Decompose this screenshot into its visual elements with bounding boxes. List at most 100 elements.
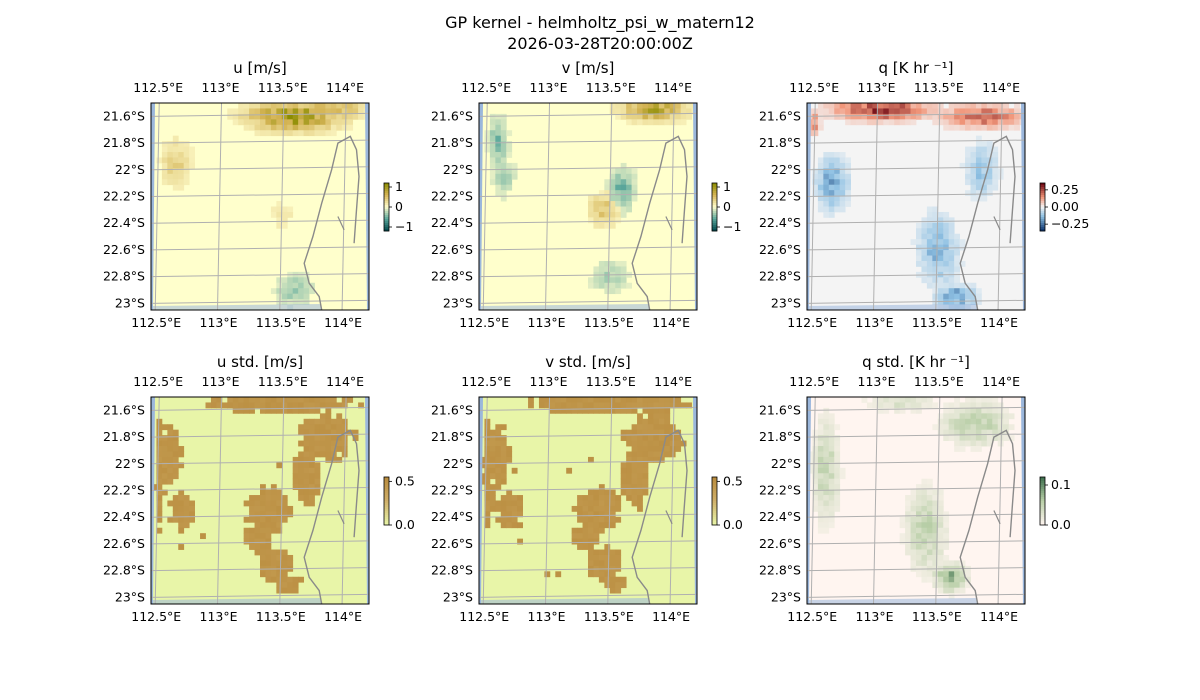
heatmap-cell	[975, 418, 982, 425]
heatmap-cell	[582, 495, 589, 501]
y-tick-label: 21.6°S	[103, 108, 145, 123]
heatmap-cell	[823, 179, 830, 186]
heatmap-cell	[489, 484, 496, 491]
heatmap-cell	[517, 538, 523, 545]
heatmap-cell	[249, 407, 255, 414]
heatmap-cell	[943, 239, 950, 246]
heatmap-cell	[975, 157, 982, 164]
heatmap-cell	[325, 124, 332, 131]
colorbar-segment	[1040, 479, 1045, 482]
heatmap-cell	[959, 560, 966, 567]
heatmap-cell	[1003, 407, 1010, 414]
colorbar-segment	[384, 225, 389, 228]
heatmap-cell	[959, 424, 966, 431]
heatmap-cell	[937, 103, 944, 109]
heatmap-cell	[298, 440, 304, 447]
heatmap-cell	[866, 108, 873, 115]
heatmap-cell	[669, 119, 676, 126]
heatmap-cell	[834, 440, 841, 447]
heatmap-cell	[588, 549, 594, 556]
heatmap-cell	[156, 478, 163, 485]
heatmap-cell	[916, 516, 922, 523]
heatmap-cell	[986, 184, 993, 191]
heatmap-cell	[1008, 435, 1015, 441]
heatmap-cell	[932, 244, 939, 251]
heatmap-cell	[937, 119, 944, 126]
heatmap-cell	[888, 103, 895, 109]
colorbar-segment	[712, 513, 717, 516]
heatmap-cell	[642, 424, 649, 431]
heatmap-cell	[926, 522, 933, 529]
heatmap-cell	[954, 576, 960, 583]
heatmap-cell	[604, 217, 611, 224]
y-tick-label: 22°S	[443, 162, 473, 177]
heatmap-cell	[948, 424, 955, 431]
panel-3: q [K hr ⁻¹]112.5°E112.5°E113°E113°E113.5…	[759, 59, 1089, 330]
heatmap-cell	[500, 179, 507, 186]
heatmap-cell	[626, 206, 632, 213]
heatmap-cell	[178, 152, 185, 158]
heatmap-cell	[992, 152, 999, 158]
heatmap-cell	[965, 173, 971, 180]
heatmap-cell	[265, 549, 272, 556]
heatmap-cell	[517, 495, 523, 501]
heatmap-cell	[325, 435, 332, 441]
heatmap-cell	[243, 516, 250, 523]
x-tick-label-bottom: 113.5°E	[256, 609, 306, 624]
heatmap-cell	[948, 103, 955, 109]
heatmap-cell	[823, 527, 830, 534]
heatmap-cell	[620, 484, 627, 491]
axes-frame	[478, 102, 698, 311]
heatmap-cell	[489, 440, 496, 447]
heatmap-cell	[506, 162, 513, 169]
heatmap-cell	[577, 505, 583, 512]
heatmap-cell	[642, 446, 649, 452]
heatmap-cell	[965, 103, 971, 109]
heatmap-cell	[489, 162, 496, 169]
heatmap-cell	[921, 511, 928, 518]
heatmap-cell	[937, 533, 944, 540]
heatmap-cell	[615, 582, 622, 589]
heatmap-cell	[637, 113, 643, 120]
heatmap-cell	[926, 244, 933, 251]
ocean-edge-right	[693, 103, 697, 310]
heatmap-cell	[997, 113, 1004, 120]
gridlines	[478, 102, 698, 311]
heatmap-cell	[921, 277, 928, 284]
heatmap-cell	[970, 173, 977, 180]
heatmap-cell	[287, 103, 294, 109]
heatmap-cell	[189, 516, 195, 523]
heatmap-cell	[598, 277, 605, 284]
heatmap-cell	[495, 173, 502, 180]
heatmap-cell	[856, 103, 862, 109]
heatmap-cell	[954, 571, 960, 578]
y-tick-label: 21.6°S	[431, 402, 473, 417]
heatmap-cell	[631, 495, 638, 501]
heatmap-cell	[500, 435, 507, 441]
heatmap-cell	[292, 397, 299, 403]
heatmap-cell	[330, 119, 337, 126]
heatmap-cell	[189, 500, 195, 507]
heatmap-cell	[489, 505, 496, 512]
heatmap-cell	[319, 429, 326, 436]
heatmap-cell	[828, 522, 835, 529]
y-tick-label: 22.2°S	[103, 482, 145, 497]
heatmap-cell	[899, 407, 906, 414]
heatmap-cell	[637, 435, 643, 441]
heatmap-cell	[861, 103, 868, 109]
heatmap-cell	[965, 113, 971, 120]
heatmap-cell	[664, 413, 671, 420]
heatmap-cell	[609, 587, 616, 594]
y-tick-label: 23°S	[443, 589, 473, 604]
heatmap-cell	[298, 484, 304, 491]
gridline-lat	[478, 139, 698, 144]
heatmap-cell	[489, 451, 496, 458]
heatmap-cell	[615, 266, 622, 273]
heatmap-cell	[943, 571, 950, 578]
colorbar-tick-label: 0.1	[1051, 477, 1071, 492]
heatmap-cell	[604, 190, 611, 197]
heatmap-cell	[943, 260, 950, 267]
heatmap-cell	[997, 435, 1004, 441]
heatmap-cell	[866, 119, 873, 126]
heatmap-cell	[156, 484, 163, 491]
